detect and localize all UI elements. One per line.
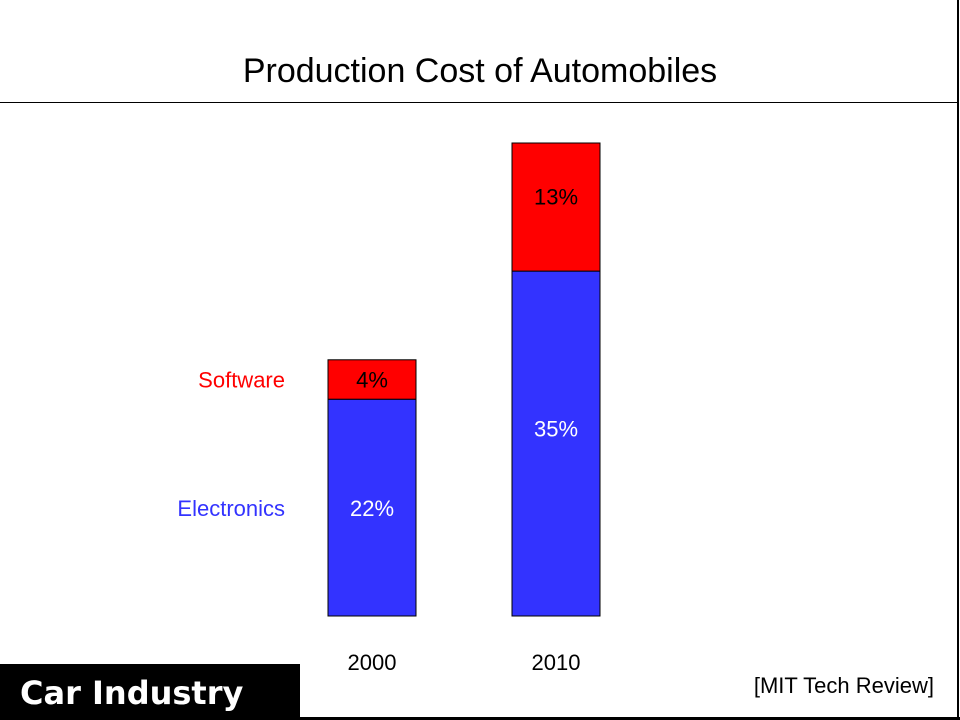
footer-banner — [0, 664, 300, 720]
footer-label: Car Industry — [20, 674, 244, 712]
slide-right-border — [957, 0, 959, 720]
legend-label-electronics: Electronics — [177, 496, 285, 521]
bar-electronics-2010 — [511, 270, 601, 617]
category-label-2000: 2000 — [348, 650, 397, 675]
data-label-software-2000: 4% — [356, 368, 388, 393]
data-label-software-2010: 13% — [534, 184, 578, 209]
category-label-2010: 2010 — [532, 650, 581, 675]
chart-title: Production Cost of Automobiles — [242, 52, 718, 90]
data-label-electronics-2000: 22% — [350, 496, 394, 521]
source-citation: [MIT Tech Review] — [753, 673, 934, 698]
slide-bottom-border — [0, 717, 960, 720]
legend-label-software: Software — [198, 368, 285, 393]
title-divider — [0, 102, 958, 103]
data-label-electronics-2010: 35% — [534, 417, 578, 442]
bar-software-2000 — [327, 359, 417, 400]
bar-electronics-2000 — [327, 398, 417, 617]
bar-software-2010 — [511, 142, 601, 272]
